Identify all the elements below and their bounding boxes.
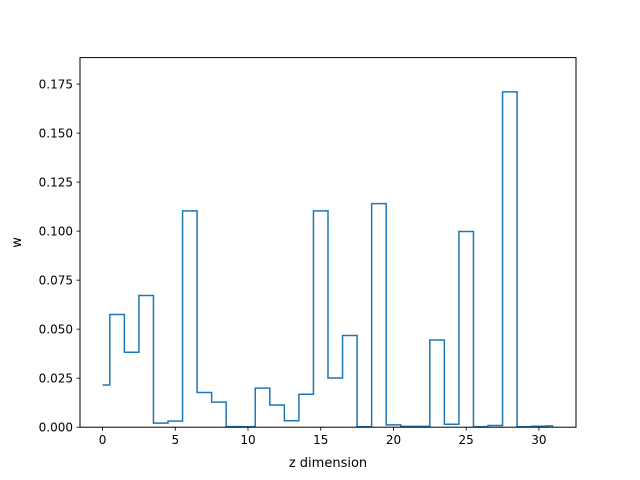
x-tick-label: 5 <box>171 433 179 447</box>
x-tick-label: 10 <box>240 433 255 447</box>
y-tick-label: 0.150 <box>39 126 73 140</box>
y-tick-label: 0.100 <box>39 224 73 238</box>
x-axis-ticks: 0 5 10 15 20 25 30 <box>99 427 547 447</box>
y-tick-label: 0.025 <box>39 371 73 385</box>
y-axis-ticks: 0.000 0.025 0.050 0.075 0.100 0.125 0.150 0.175 <box>39 77 80 435</box>
x-tick-label: 15 <box>313 433 328 447</box>
y-tick-label: 0.175 <box>39 77 73 91</box>
x-axis-label: z dimension <box>289 456 367 471</box>
x-tick-label: 25 <box>459 433 474 447</box>
y-tick-label: 0.125 <box>39 175 73 189</box>
plot-frame <box>79 57 577 428</box>
x-tick-label: 30 <box>531 433 546 447</box>
y-axis-label: w <box>10 237 25 248</box>
x-tick-label: 20 <box>386 433 401 447</box>
y-tick-label: 0.050 <box>39 322 73 336</box>
x-tick-label: 0 <box>99 433 107 447</box>
y-tick-label: 0.075 <box>39 273 73 287</box>
y-tick-label: 0.000 <box>39 421 73 435</box>
